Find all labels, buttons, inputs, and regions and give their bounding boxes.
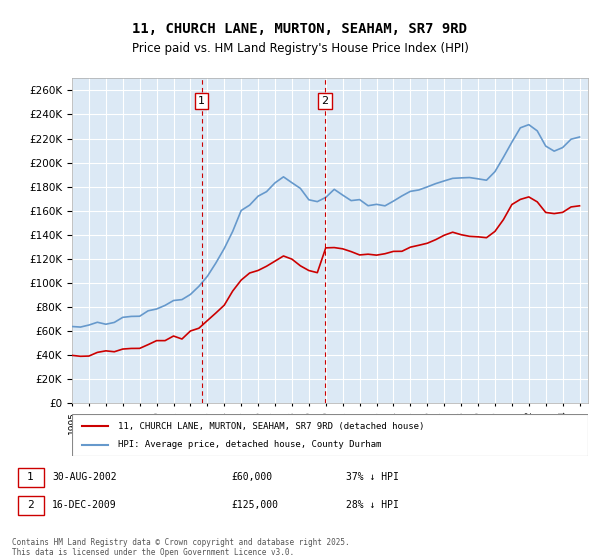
Text: 16-DEC-2009: 16-DEC-2009 bbox=[52, 501, 117, 510]
Text: 1: 1 bbox=[27, 473, 34, 482]
Text: 2: 2 bbox=[322, 96, 329, 106]
Text: Contains HM Land Registry data © Crown copyright and database right 2025.
This d: Contains HM Land Registry data © Crown c… bbox=[12, 538, 350, 557]
Text: 37% ↓ HPI: 37% ↓ HPI bbox=[346, 473, 399, 482]
Text: 11, CHURCH LANE, MURTON, SEAHAM, SR7 9RD: 11, CHURCH LANE, MURTON, SEAHAM, SR7 9RD bbox=[133, 22, 467, 36]
Text: 28% ↓ HPI: 28% ↓ HPI bbox=[346, 501, 399, 510]
Text: £125,000: £125,000 bbox=[231, 501, 278, 510]
Text: Price paid vs. HM Land Registry's House Price Index (HPI): Price paid vs. HM Land Registry's House … bbox=[131, 42, 469, 55]
Text: 2: 2 bbox=[27, 501, 34, 510]
FancyBboxPatch shape bbox=[18, 496, 44, 515]
FancyBboxPatch shape bbox=[72, 414, 588, 456]
Text: £60,000: £60,000 bbox=[231, 473, 272, 482]
Text: HPI: Average price, detached house, County Durham: HPI: Average price, detached house, Coun… bbox=[118, 440, 382, 449]
Text: 11, CHURCH LANE, MURTON, SEAHAM, SR7 9RD (detached house): 11, CHURCH LANE, MURTON, SEAHAM, SR7 9RD… bbox=[118, 422, 425, 431]
Text: 30-AUG-2002: 30-AUG-2002 bbox=[52, 473, 117, 482]
Text: 1: 1 bbox=[198, 96, 205, 106]
FancyBboxPatch shape bbox=[18, 468, 44, 487]
